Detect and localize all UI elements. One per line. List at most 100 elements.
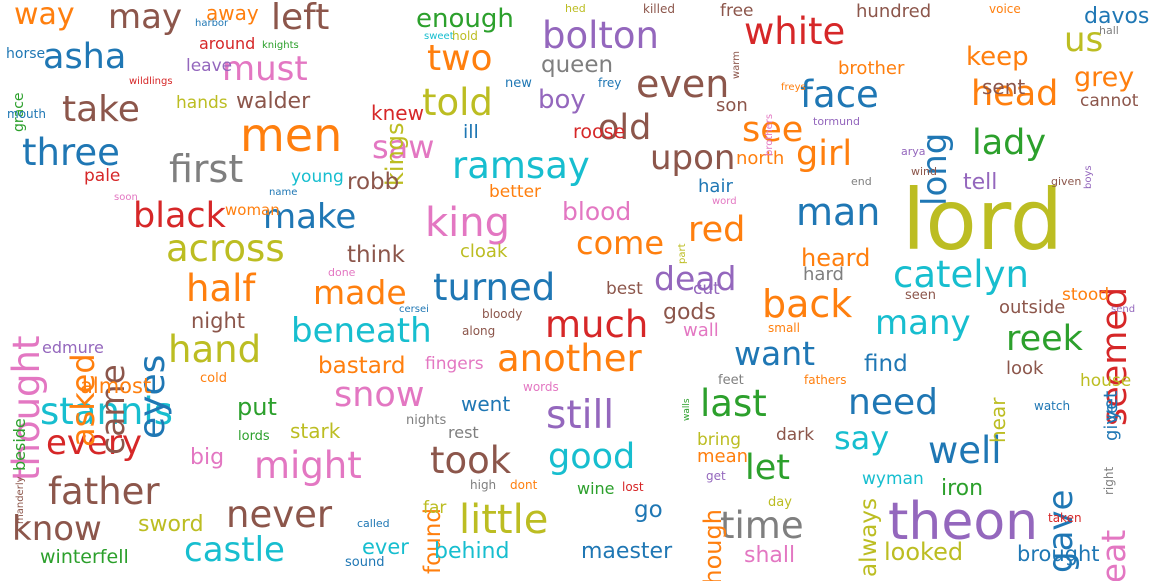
word-black: black: [133, 196, 226, 236]
word-cut: cut: [693, 279, 720, 299]
word-walder: walder: [236, 89, 311, 114]
word-girl: girl: [796, 134, 853, 174]
word-far: far: [423, 498, 447, 518]
word-first: first: [169, 147, 244, 191]
word-brothers: brothers: [764, 113, 775, 156]
word-free: free: [720, 1, 754, 21]
word-back: back: [762, 282, 853, 326]
word-nights: nights: [406, 413, 447, 428]
word-wind: wind: [911, 165, 938, 178]
word-turned: turned: [433, 266, 556, 309]
word-north: north: [736, 148, 785, 169]
word-small: small: [768, 321, 800, 335]
word-new: new: [505, 76, 532, 91]
word-asked: asked: [64, 353, 102, 447]
word-outside: outside: [999, 297, 1066, 318]
word-high: high: [470, 478, 497, 492]
word-end: end: [851, 175, 872, 188]
word-men: men: [240, 108, 343, 162]
word-harbor: harbor: [195, 18, 229, 29]
word-even: even: [636, 62, 730, 106]
word-watch: watch: [1034, 399, 1071, 413]
word-cersei: cersei: [399, 304, 429, 315]
word-words: words: [523, 380, 559, 394]
word-another: another: [497, 337, 642, 380]
word-cold: cold: [200, 371, 227, 386]
word-take: take: [62, 89, 140, 130]
word-look: look: [1006, 358, 1044, 379]
word-half: half: [186, 267, 256, 310]
word-seen: seen: [905, 288, 937, 303]
word-ramsay: ramsay: [452, 144, 590, 187]
word-feet: feet: [718, 373, 744, 388]
word-around: around: [199, 34, 256, 53]
word-though: though: [699, 509, 727, 581]
word-done: done: [328, 266, 356, 279]
word-wine: wine: [577, 479, 615, 498]
word-queen: queen: [541, 52, 614, 78]
word-robb: robb: [347, 169, 400, 195]
word-time: time: [720, 504, 804, 547]
word-son: son: [716, 95, 748, 116]
word-heard: heard: [801, 244, 871, 272]
word-almost: almost: [80, 374, 152, 398]
word-want: want: [734, 334, 816, 373]
word-think: think: [347, 242, 405, 268]
word-snow: snow: [334, 375, 425, 415]
word-frey: frey: [598, 76, 622, 90]
word-dead: dead: [654, 259, 737, 298]
word-looked: looked: [884, 538, 964, 566]
word-made: made: [313, 273, 407, 312]
word-father: father: [48, 470, 160, 513]
word-might: might: [254, 444, 362, 487]
word-dark: dark: [776, 425, 815, 445]
word-three: three: [22, 131, 120, 174]
word-sent: sent: [982, 75, 1026, 99]
word-blood: blood: [562, 197, 632, 226]
word-hed: hed: [565, 2, 586, 15]
word-away: away: [206, 1, 259, 25]
word-lords: lords: [238, 429, 270, 444]
word-let: let: [745, 448, 790, 488]
word-lady: lady: [972, 123, 1047, 163]
word-horse: horse: [6, 46, 46, 62]
word-davos: davos: [1084, 4, 1150, 29]
word-wildlings: wildlings: [129, 76, 173, 87]
word-reek: reek: [1006, 319, 1083, 359]
word-wall: wall: [683, 320, 719, 341]
word-knights: knights: [262, 40, 299, 51]
word-make: make: [263, 197, 357, 237]
word-name: name: [269, 187, 298, 198]
word-every: every: [46, 423, 143, 463]
word-good: good: [548, 437, 636, 477]
word-knew: knew: [371, 101, 424, 125]
word-stark: stark: [290, 419, 341, 443]
word-hold: hold: [452, 29, 478, 43]
word-castle: castle: [184, 530, 285, 570]
word-great: great: [1094, 529, 1133, 581]
word-keep: keep: [966, 42, 1029, 72]
word-two: two: [427, 38, 493, 79]
word-know: know: [12, 509, 102, 549]
word-given: given: [1051, 175, 1082, 188]
word-took: took: [430, 439, 512, 482]
word-tormund: tormund: [813, 115, 861, 128]
word-see: see: [742, 110, 804, 150]
word-asha: asha: [43, 37, 127, 77]
word-hands: hands: [176, 93, 228, 113]
word-tell: tell: [963, 170, 998, 195]
word-way: way: [14, 0, 75, 32]
word-go: go: [634, 497, 663, 523]
word-house: house: [1080, 371, 1132, 391]
word-stannis: stannis: [40, 390, 173, 433]
word-day: day: [768, 495, 792, 510]
word-catelyn: catelyn: [893, 253, 1029, 296]
word-beneath: beneath: [291, 311, 432, 351]
word-ever: ever: [362, 535, 409, 559]
word-may: may: [108, 0, 183, 37]
word-boys: boys: [1083, 165, 1094, 189]
word-bolton: bolton: [542, 14, 659, 57]
word-walls: walls: [682, 398, 692, 421]
word-sweet: sweet: [424, 31, 454, 42]
word-still: still: [546, 393, 615, 438]
